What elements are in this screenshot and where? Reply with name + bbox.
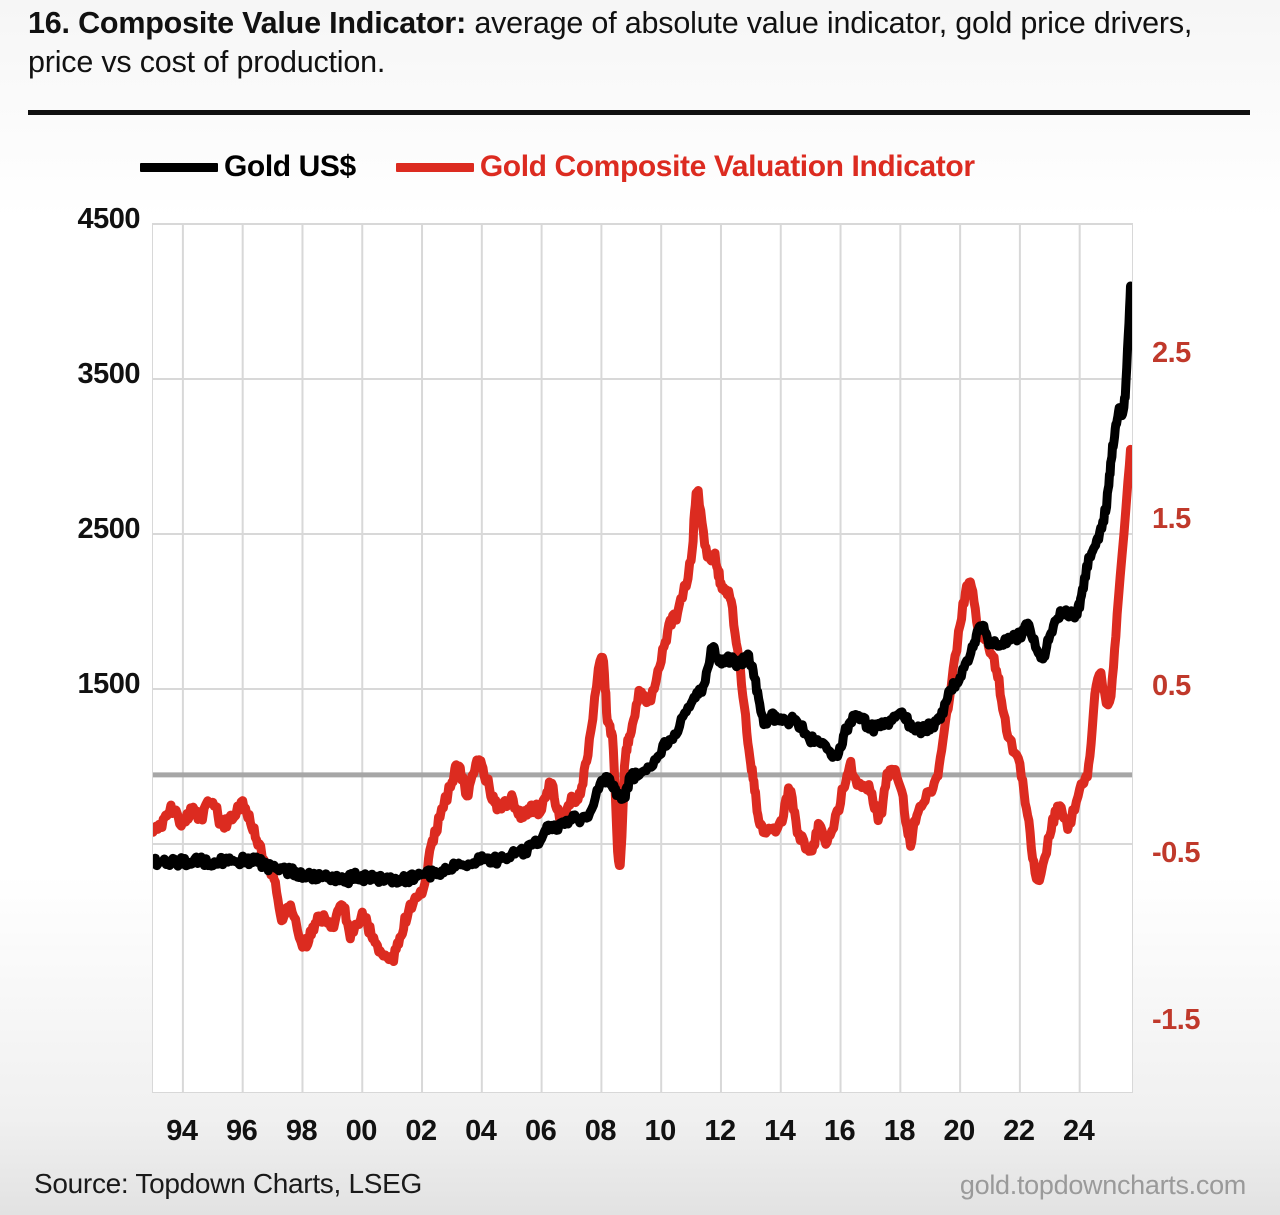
x-axis-tick-label: 04 [465, 1115, 497, 1147]
x-axis-tick-label: 16 [823, 1115, 856, 1147]
chart-plot-svg [153, 224, 1132, 1092]
x-axis-tick-label: 06 [524, 1115, 557, 1147]
x-axis-labels: 94 96 98 00 02 04 06 08 10 12 14 16 18 20 22 24 [152, 1115, 1133, 1155]
source-note: Source: Topdown Charts, LSEG [34, 1168, 422, 1199]
legend-swatch-line-icon-indicator [395, 162, 474, 172]
x-axis-tick-label: 20 [943, 1115, 975, 1147]
x-axis-tick-label: 12 [704, 1115, 736, 1147]
x-axis-tick-label: 14 [764, 1115, 796, 1147]
y-axis-right-tick-label: 1.5 [1152, 503, 1191, 536]
y-axis-left-tick-label: 4500 [77, 203, 140, 235]
y-axis-left-tick-label: 1500 [77, 668, 140, 700]
x-axis-tick-label: 98 [285, 1115, 318, 1147]
legend-item-gold: Gold US$ [140, 150, 356, 184]
x-axis-tick-label: 02 [405, 1115, 437, 1147]
chart-legend: Gold US$ Gold Composite Valuation Indica… [140, 150, 975, 184]
title-divider [28, 110, 1250, 115]
x-axis-tick-label: 22 [1003, 1115, 1035, 1147]
y-axis-right-tick-label: -1.5 [1152, 1004, 1200, 1037]
legend-label-gold: Gold US$ [224, 150, 356, 183]
x-axis-tick-label: 08 [584, 1115, 617, 1147]
y-axis-right-tick-label: -0.5 [1152, 837, 1200, 870]
x-axis-tick-label: 10 [644, 1115, 677, 1147]
y-axis-left-tick-label: 3500 [77, 358, 140, 390]
y-axis-right-tick-label: 0.5 [1152, 670, 1191, 703]
x-axis-tick-label: 00 [345, 1115, 378, 1147]
y-axis-right-tick-label: 2.5 [1152, 336, 1191, 369]
y-axis-left-tick-label: 2500 [77, 513, 140, 545]
legend-item-indicator: Gold Composite Valuation Indicator [395, 150, 975, 184]
chart-header: 16. Composite Value Indicator: average o… [28, 4, 1252, 82]
x-axis-tick-label: 18 [883, 1115, 916, 1147]
page-title: 16. Composite Value Indicator: average o… [28, 4, 1252, 82]
page-title-bold: 16. Composite Value Indicator: [28, 6, 467, 40]
page-title-rest: average of absolute value indicator, gol… [28, 6, 1193, 80]
x-axis-tick-label: 94 [166, 1115, 198, 1147]
x-axis-tick-label: 24 [1063, 1115, 1095, 1147]
series-line-gold-usd [153, 281, 1132, 889]
series-line-gold-composite-valuation-indicator [153, 444, 1132, 967]
legend-swatch-line-icon-gold [140, 162, 218, 172]
watermark-url: gold.topdowncharts.com [959, 1170, 1246, 1200]
legend-label-indicator: Gold Composite Valuation Indicator [479, 150, 975, 183]
x-axis-tick-label: 96 [226, 1115, 258, 1147]
plot-area [152, 223, 1133, 1093]
